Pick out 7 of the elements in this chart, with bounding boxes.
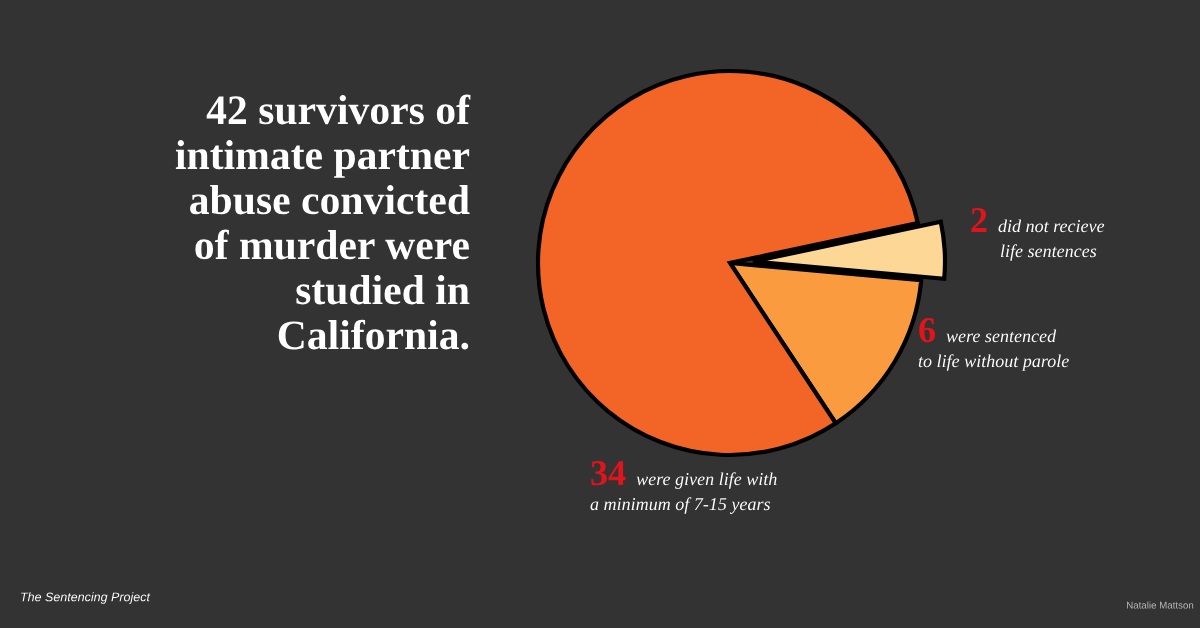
data-label: 34 [591,461,626,486]
data-label: 2 [971,208,987,232]
data-label: 6 [919,318,935,343]
text: 42 survivors of intimate partner abuse convicted of murder were studied in California. [175,94,471,350]
text: Natalie Mattson [1127,601,1194,609]
slice-label: did not recieve life sentences [998,219,1105,261]
text: The Sentencing Project [21,592,151,604]
